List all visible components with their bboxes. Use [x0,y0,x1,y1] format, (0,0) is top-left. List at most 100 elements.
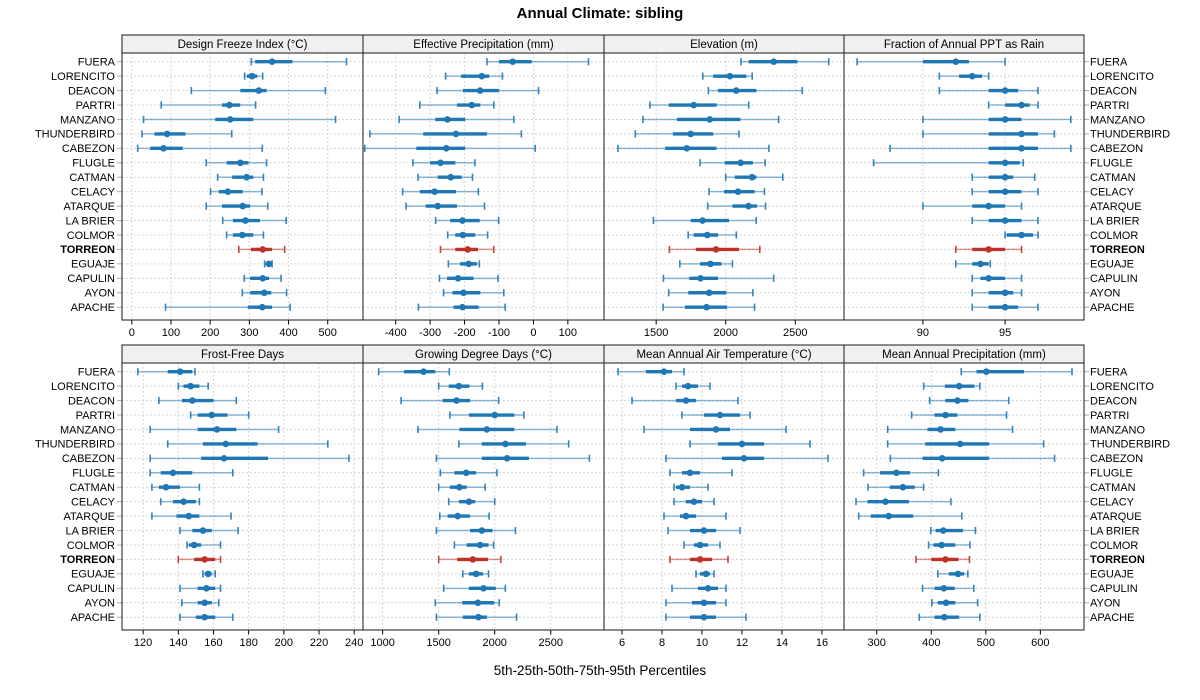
median-dot [700,527,708,534]
median-dot [700,613,708,621]
station-label-left: FLUGLE [72,468,115,480]
median-dot [985,202,992,210]
station-label-left: ATARQUE [63,201,115,213]
median-dot [1001,188,1009,195]
percentile-row-lorencito [675,382,711,390]
percentile-row-eguaje [954,260,992,268]
percentile-row-partri [160,101,257,109]
percentile-row-ayon [931,599,979,607]
median-dot [683,145,691,152]
median-dot [985,246,992,253]
percentile-row-lorencito [177,382,209,390]
panel-strip-title: Mean Annual Precipitation (mm) [882,349,1046,361]
percentile-row-manzano [149,425,280,434]
median-dot [954,570,962,578]
percentile-row-capulin [442,584,507,592]
percentile-row-lorencito [437,382,484,390]
percentile-row-deacon [436,86,540,95]
station-label-left: FLUGLE [72,158,115,170]
percentile-row-partri [449,411,525,419]
percentile-row-celacy [855,498,952,506]
station-label-left: CELACY [71,186,116,198]
median-dot [942,599,950,607]
median-dot [983,368,990,376]
x-tick-label: 400 [279,327,297,339]
station-label-right: LA BRIER [1090,525,1140,537]
median-dot [239,202,246,210]
median-dot [204,570,212,578]
panel-growing-degree-days-c-: 1000 1500 2000 2500 Growing Degree Days (°C) [362,344,605,649]
median-dot [444,116,451,123]
median-dot [222,440,230,448]
median-dot [208,411,216,419]
x-tick-label: 180 [239,637,257,649]
percentile-row-atarque [857,512,963,520]
percentile-row-torreon [669,555,729,564]
median-dot [1001,289,1009,297]
median-dot [465,498,473,505]
median-dot [682,512,690,520]
percentile-row-flugle [862,469,940,477]
percentile-row-apache [662,303,756,311]
percentile-row-catman [724,173,784,181]
percentile-row-colmor [687,231,738,239]
median-dot [259,246,266,253]
percentile-row-fuera [960,368,1073,376]
percentile-row-torreon [954,245,1023,254]
percentile-row-cabezon [363,144,536,152]
percentile-row-deacon [400,396,500,405]
median-dot [437,159,444,167]
percentile-row-cabezon [889,454,1056,462]
panel-strip [843,34,1085,54]
plot-area [363,53,604,320]
percentile-row-manzano [643,425,787,434]
median-dot [704,585,712,592]
station-label-right: CELACY [1090,186,1135,198]
station-label-left: CELACY [71,496,116,508]
percentile-row-eguaje [202,570,217,578]
percentile-row-catman [673,483,709,491]
station-label-left: LA BRIER [65,215,115,227]
x-tick-label: 300 [868,637,886,649]
percentile-row-colmor [927,541,971,549]
median-dot [480,585,487,592]
station-label-right: FUERA [1090,367,1128,379]
median-dot [475,613,482,621]
percentile-row-flugle [439,469,498,477]
percentile-row-celacy [159,498,201,506]
percentile-row-celacy [209,188,263,196]
x-tick-label: 300 [240,327,258,339]
median-dot [460,289,467,297]
station-label-left: EGUAJE [71,259,115,271]
plot-area [844,53,1084,320]
percentile-row-la-brier [652,216,758,225]
median-dot [956,440,964,448]
median-dot [474,599,482,607]
median-dot [476,87,484,94]
station-label-right: CAPULIN [1090,273,1138,285]
median-dot [459,303,466,311]
station-label-left: AYON [85,288,115,300]
median-dot [726,72,734,80]
station-label-right: FLUGLE [1090,158,1133,170]
median-dot [259,275,266,282]
panel-strip-title: Fraction of Annual PPT as Rain [884,39,1044,51]
percentile-row-partri [681,411,751,419]
median-dot [678,483,686,491]
median-dot [469,556,477,563]
median-dot [707,260,714,268]
median-dot [738,440,746,448]
station-label-left: AYON [85,598,115,610]
median-dot [180,498,187,505]
percentile-row-partri [419,101,495,109]
median-dot [268,58,276,65]
station-label-right: LORENCITO [1090,71,1154,83]
median-dot [447,173,455,181]
percentile-row-celacy [708,188,766,196]
percentile-row-deacon [707,86,804,95]
x-tick-label: 400 [922,637,940,649]
percentile-row-catman [216,173,265,181]
station-label-left: ATARQUE [63,511,115,523]
